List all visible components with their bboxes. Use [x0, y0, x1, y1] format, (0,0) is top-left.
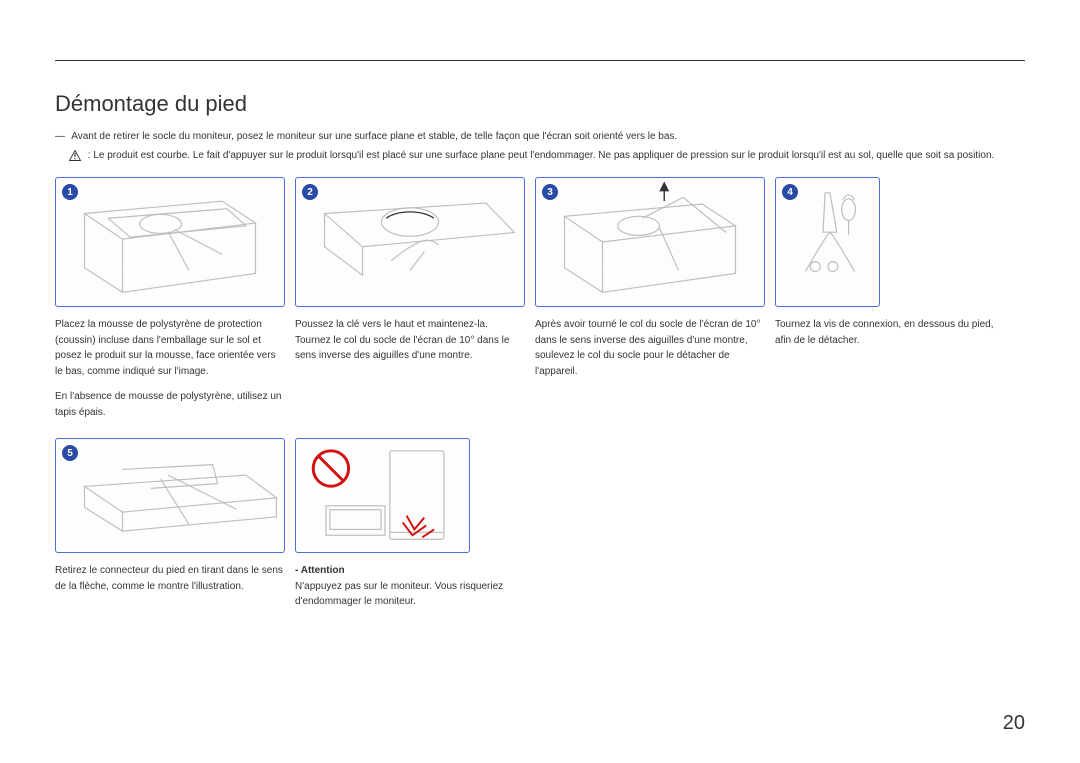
step-caption: Après avoir tourné le col du socle de l'… [535, 317, 765, 379]
intro-text: ― Avant de retirer le socle du moniteur,… [55, 129, 1025, 144]
warning-body: : Le produit est courbe. Le fait d'appuy… [88, 150, 995, 161]
caption-text: Poussez la clé vers le haut et maintenez… [295, 319, 509, 361]
caption-text: N'appuyez pas sur le moniteur. Vous risq… [295, 581, 503, 608]
warning-text: : Le produit est courbe. Le fait d'appuy… [69, 148, 1025, 163]
caption-text: Retirez le connecteur du pied en tirant … [55, 565, 283, 592]
step-caption: Retirez le connecteur du pied en tirant … [55, 563, 285, 594]
page-number: 20 [1003, 712, 1025, 735]
caption-text: Après avoir tourné le col du socle de l'… [535, 319, 760, 377]
step-caption: Placez la mousse de polystyrène de prote… [55, 317, 285, 420]
warning-triangle-icon [69, 150, 81, 161]
step-col: 1 Placez la mousse de polystyrène de pro… [55, 177, 295, 420]
step-illustration: 2 [295, 177, 525, 307]
step-caption: Poussez la clé vers le haut et maintenez… [295, 317, 525, 364]
caption-text: Tournez la vis de connexion, en dessous … [775, 319, 993, 346]
steps-grid: 1 Placez la mousse de polystyrène de pro… [55, 177, 1025, 628]
caption-bold: - Attention [295, 565, 345, 576]
intro-dash: ― [55, 129, 69, 144]
step-col: 2 Poussez la clé vers le haut et mainten… [295, 177, 535, 420]
step-illustration: 5 [55, 438, 285, 553]
top-rule [55, 60, 1025, 61]
step-illustration [295, 438, 470, 553]
step-col: 3 Après avoir tourné le col du socle de … [535, 177, 775, 420]
step-col: 4 Tournez la vis de connexion, en dessou… [775, 177, 1005, 420]
step-col: 5 Retirez le connecteur du pied en tiran… [55, 438, 295, 610]
step-caption: Tournez la vis de connexion, en dessous … [775, 317, 995, 348]
step-caption: - Attention N'appuyez pas sur le moniteu… [295, 563, 525, 610]
caption-text: Placez la mousse de polystyrène de prote… [55, 319, 276, 377]
page-title: Démontage du pied [55, 91, 1025, 117]
step-illustration: 3 [535, 177, 765, 307]
step-illustration: 1 [55, 177, 285, 307]
caption-extra: En l'absence de mousse de polystyrène, u… [55, 389, 285, 420]
step-col: - Attention N'appuyez pas sur le moniteu… [295, 438, 535, 610]
step-illustration: 4 [775, 177, 880, 307]
intro-body: Avant de retirer le socle du moniteur, p… [71, 131, 677, 142]
